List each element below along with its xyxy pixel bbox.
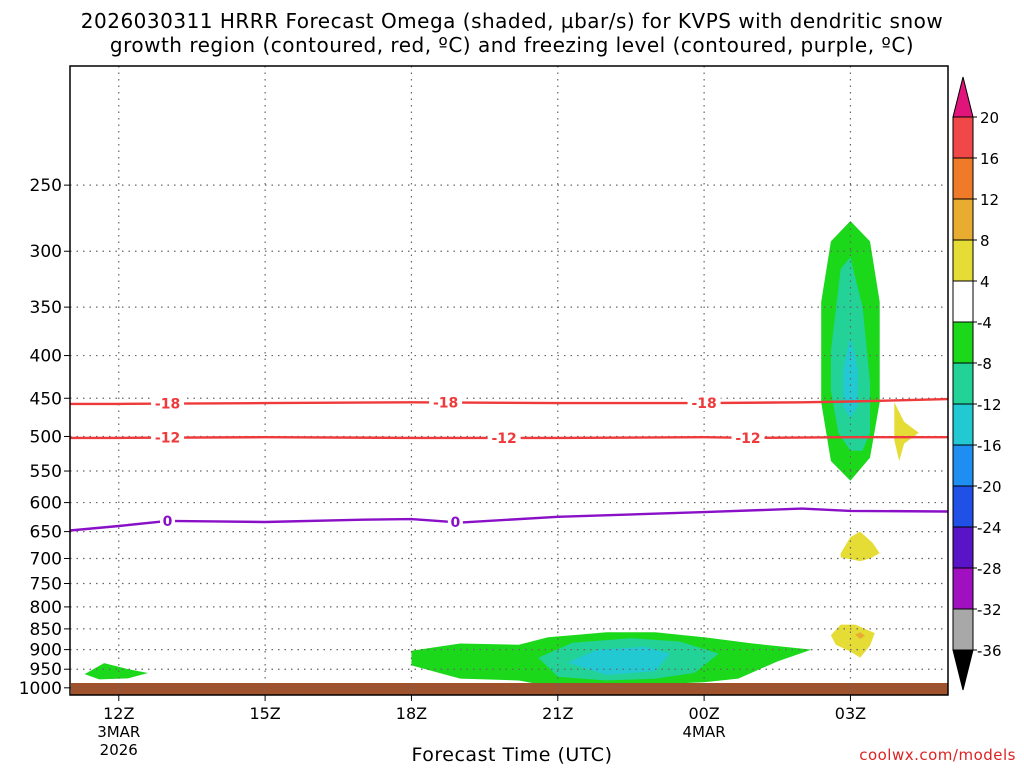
contour-label-bg <box>487 429 521 446</box>
contour-label-bg <box>151 395 185 412</box>
y-tick-label: 550 <box>30 462 62 482</box>
x-tick-date-label: 3MAR <box>97 723 140 741</box>
contour-label: -18 <box>155 397 180 413</box>
chart-title-line-1: 2026030311 HRRR Forecast Omega (shaded, … <box>80 9 944 33</box>
contour-label-bg <box>687 395 721 412</box>
grid-lines <box>70 66 948 695</box>
colorbar-bin <box>952 403 974 446</box>
y-tick-label: 1000 <box>19 679 62 699</box>
contour-line <box>70 397 949 406</box>
colorbar-tick-label: 16 <box>980 150 999 168</box>
x-tick-label: 12Z <box>103 704 134 723</box>
contour-label: -12 <box>155 431 180 447</box>
colorbar-tick-label: -16 <box>977 437 1002 455</box>
colorbar-bin <box>952 198 974 241</box>
colorbar-tick-label: 4 <box>980 273 990 291</box>
y-tick-label: 250 <box>30 176 62 196</box>
x-tick-date-label: 4MAR <box>683 723 726 741</box>
colorbar-tick-label: 12 <box>980 191 999 209</box>
contour-label: -18 <box>433 395 458 411</box>
omega-region <box>840 531 880 562</box>
colorbar-top-arrow <box>952 76 974 118</box>
colorbar-tick-label: -4 <box>977 314 992 332</box>
contour-label-bg <box>731 429 765 446</box>
y-tick-label: 750 <box>30 575 62 595</box>
credit-text: coolwx.com/models <box>859 746 1016 764</box>
contour-label: 0 <box>163 514 173 530</box>
colorbar-tick-label: -36 <box>977 642 1002 660</box>
x-axis-title: Forecast Time (UTC) <box>411 744 613 766</box>
plot-frame <box>69 65 949 696</box>
x-tick-label: 18Z <box>396 704 427 723</box>
x-tick-date-label: 2026 <box>100 741 138 759</box>
colorbar-tick-label: -20 <box>977 478 1002 496</box>
y-tick-label: 850 <box>30 620 62 640</box>
colorbar-bin <box>952 239 974 282</box>
colorbar-bin <box>952 116 974 159</box>
y-tick-label: 700 <box>30 549 62 569</box>
contour-lines: -18 -18 -18 -12 -12 -12 0 0 <box>69 394 949 532</box>
contour-label-bg <box>429 394 463 411</box>
omega-region <box>843 337 858 418</box>
chart-title-line-2: growth region (contoured, red, ºC) and f… <box>109 33 915 57</box>
contour-label-bg <box>160 512 176 529</box>
omega-region <box>894 402 919 461</box>
colorbar-bin <box>952 157 974 200</box>
colorbar: 20 16 12 8 4 -4 -8 -12 -16 -20 -24 -28 -32 -36 <box>952 76 1002 691</box>
x-tick-label: 15Z <box>249 704 280 723</box>
colorbar-bin <box>952 444 974 487</box>
y-axis: 2503003504004505005506006507007508008509… <box>19 176 70 699</box>
colorbar-bin <box>952 608 974 651</box>
omega-region <box>855 632 866 639</box>
contour-label: 0 <box>450 515 460 531</box>
contour-label-bg <box>151 429 185 446</box>
x-tick-label: 03Z <box>835 704 866 723</box>
y-tick-label: 600 <box>30 494 62 514</box>
y-tick-label: 950 <box>30 660 62 680</box>
contour-label: -12 <box>735 431 760 447</box>
contour-label-bg <box>447 514 463 531</box>
y-tick-label: 450 <box>30 389 62 409</box>
colorbar-bin <box>952 526 974 569</box>
colorbar-tick-label: -28 <box>977 560 1002 578</box>
colorbar-bin <box>952 321 974 364</box>
omega-shaded-regions <box>84 221 919 688</box>
omega-region <box>567 646 670 675</box>
y-tick-label: 650 <box>30 523 62 543</box>
colorbar-tick-label: -24 <box>977 519 1002 537</box>
omega-region <box>84 663 148 680</box>
colorbar-bin <box>952 280 974 323</box>
colorbar-tick-label: -8 <box>977 355 992 373</box>
y-tick-label: 800 <box>30 598 62 618</box>
colorbar-tick-label: 20 <box>980 109 999 127</box>
contour-label: -12 <box>491 431 516 447</box>
colorbar-tick-label: -12 <box>977 396 1002 414</box>
y-tick-label: 400 <box>30 347 62 367</box>
x-tick-label: 00Z <box>688 704 719 723</box>
colorbar-bin <box>952 567 974 610</box>
colorbar-tick-label: -32 <box>977 601 1002 619</box>
y-tick-label: 300 <box>30 242 62 262</box>
colorbar-bin <box>952 362 974 405</box>
x-tick-label: 21Z <box>542 704 573 723</box>
omega-region <box>830 624 875 658</box>
colorbar-tick-label: 8 <box>980 232 990 250</box>
colorbar-bottom-arrow <box>952 649 974 691</box>
ground-strip <box>71 683 948 695</box>
y-tick-label: 500 <box>30 427 62 447</box>
contour-line <box>69 507 949 532</box>
colorbar-bin <box>952 485 974 528</box>
y-tick-label: 350 <box>30 298 62 318</box>
contour-label: -18 <box>691 396 716 412</box>
y-tick-label: 900 <box>30 641 62 661</box>
